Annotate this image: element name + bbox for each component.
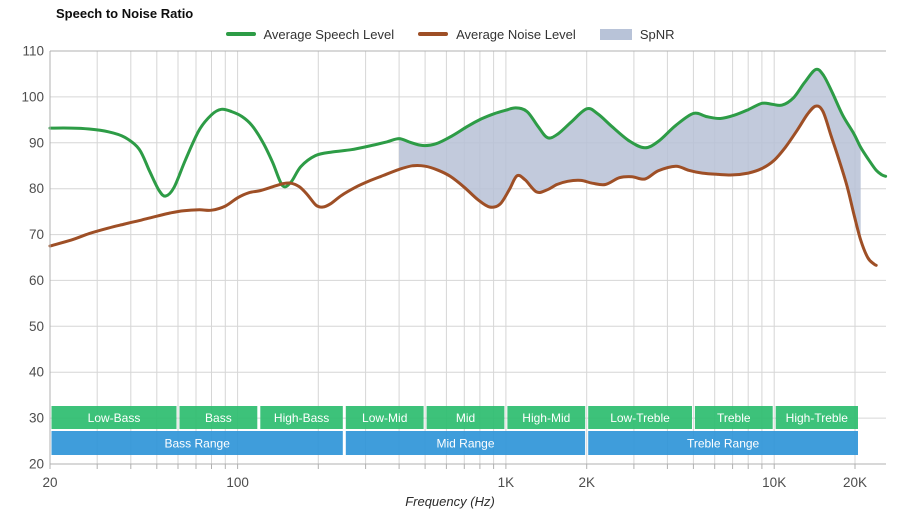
x-tick-label: 10K	[762, 475, 786, 490]
legend-line-swatch	[225, 32, 256, 36]
y-tick-label: 80	[29, 181, 44, 196]
band-chip	[694, 406, 773, 429]
band-chip	[345, 406, 424, 429]
y-tick-label: 100	[21, 89, 44, 104]
y-axis-ticks: 20 30 40 50 60 70 80 90 100 110	[21, 44, 44, 472]
y-tick-label: 30	[29, 411, 44, 426]
band-label: Low-Mid	[362, 411, 407, 425]
x-axis-label: Frequency (Hz)	[405, 494, 495, 509]
legend-area-swatch	[599, 28, 632, 40]
band-low-bass: Low-Bass	[51, 406, 177, 429]
plot-border	[49, 50, 886, 465]
x-tick-label: 20K	[843, 475, 867, 490]
band-label: High-Bass	[274, 411, 329, 425]
band-label: Bass	[205, 411, 232, 425]
x-axis-ticks: 20 100 1K 2K 10K 20K	[42, 475, 867, 490]
y-tick-label: 40	[29, 365, 44, 380]
band-label: Treble Range	[687, 437, 760, 451]
band-label: Mid	[456, 411, 475, 425]
band-chip	[775, 406, 858, 429]
y-tick-label: 20	[29, 457, 44, 472]
band-treble: Treble	[694, 406, 773, 429]
x-tick-label: 1K	[498, 475, 515, 490]
legend-item-average-noise-level[interactable]: Average Noise Level	[418, 27, 576, 42]
band-label: Mid Range	[436, 437, 494, 451]
y-tick-label: 90	[29, 135, 44, 150]
chart-legend: Average Speech Level Average Noise Level S…	[0, 25, 900, 43]
noise-level-curve	[48, 104, 878, 267]
legend-label: Average Noise Level	[456, 26, 576, 42]
legend-item-spnr[interactable]: SpNR	[599, 26, 675, 42]
y-tick-label: 70	[29, 227, 44, 242]
y-tick-label: 50	[29, 319, 44, 334]
band-label: High-Treble	[786, 411, 849, 425]
band-high-mid: High-Mid	[507, 406, 586, 429]
band-chip	[51, 431, 343, 455]
band-chip	[345, 431, 586, 455]
sub-bands-row: Low-Bass Bass High-Bass Low-Mid Mid High-Mid L…	[51, 406, 858, 429]
x-tick-label: 20	[42, 475, 57, 490]
legend-item-average-speech-level[interactable]: Average Speech Level	[225, 26, 395, 42]
band-chip	[588, 406, 692, 429]
band-treble-range: Treble Range	[588, 431, 858, 455]
chart-title: Speech to Noise Ratio	[56, 6, 194, 21]
legend-label: SpNR	[639, 26, 675, 42]
spnr-area	[399, 69, 861, 241]
band-chip	[507, 406, 586, 429]
y-tick-label: 110	[22, 44, 44, 59]
y-tick-label: 60	[29, 273, 44, 288]
band-chip	[260, 406, 343, 429]
band-chip	[426, 406, 505, 429]
band-high-bass: High-Bass	[260, 406, 343, 429]
x-tick-label: 2K	[578, 475, 595, 490]
band-chip	[51, 406, 177, 429]
x-axis-tick-marks	[49, 464, 856, 469]
band-mid: Mid	[426, 406, 505, 429]
band-bass: Bass	[179, 406, 258, 429]
band-bass-range: Bass Range	[51, 431, 343, 455]
band-label: High-Mid	[522, 411, 570, 425]
x-tick-label: 100	[226, 475, 249, 490]
band-chip	[179, 406, 258, 429]
band-low-treble: Low-Treble	[588, 406, 692, 429]
band-high-treble: High-Treble	[775, 406, 858, 429]
speech-level-curve	[48, 67, 888, 198]
legend-line-swatch	[418, 32, 449, 36]
band-label: Low-Bass	[88, 411, 141, 425]
main-bands-row: Bass Range Mid Range Treble Range	[51, 431, 858, 455]
band-label: Bass Range	[165, 437, 231, 451]
band-label: Treble	[717, 411, 751, 425]
band-low-mid: Low-Mid	[345, 406, 424, 429]
band-label: Low-Treble	[610, 411, 670, 425]
legend-label: Average Speech Level	[263, 26, 395, 42]
band-chip	[588, 431, 858, 455]
band-mid-range: Mid Range	[345, 431, 586, 455]
